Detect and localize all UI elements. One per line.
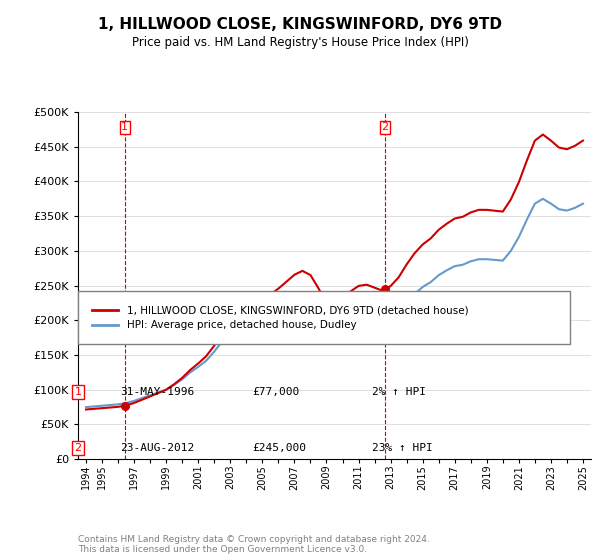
Text: £77,000: £77,000 xyxy=(252,387,299,397)
Text: 31-MAY-1996: 31-MAY-1996 xyxy=(120,387,194,397)
Text: 2: 2 xyxy=(382,123,389,132)
Text: 1: 1 xyxy=(74,387,82,397)
Text: 23% ↑ HPI: 23% ↑ HPI xyxy=(372,443,433,453)
Legend: 1, HILLWOOD CLOSE, KINGSWINFORD, DY6 9TD (detached house), HPI: Average price, d: 1, HILLWOOD CLOSE, KINGSWINFORD, DY6 9TD… xyxy=(88,301,472,334)
Text: Price paid vs. HM Land Registry's House Price Index (HPI): Price paid vs. HM Land Registry's House … xyxy=(131,36,469,49)
FancyBboxPatch shape xyxy=(78,291,570,344)
Text: Contains HM Land Registry data © Crown copyright and database right 2024.
This d: Contains HM Land Registry data © Crown c… xyxy=(78,535,430,554)
Point xyxy=(380,284,390,293)
Text: 1, HILLWOOD CLOSE, KINGSWINFORD, DY6 9TD: 1, HILLWOOD CLOSE, KINGSWINFORD, DY6 9TD xyxy=(98,17,502,32)
Point xyxy=(120,402,130,410)
Text: 1: 1 xyxy=(121,123,128,132)
Text: 2% ↑ HPI: 2% ↑ HPI xyxy=(372,387,426,397)
Text: £245,000: £245,000 xyxy=(252,443,306,453)
Text: 2: 2 xyxy=(74,443,82,453)
Text: 23-AUG-2012: 23-AUG-2012 xyxy=(120,443,194,453)
